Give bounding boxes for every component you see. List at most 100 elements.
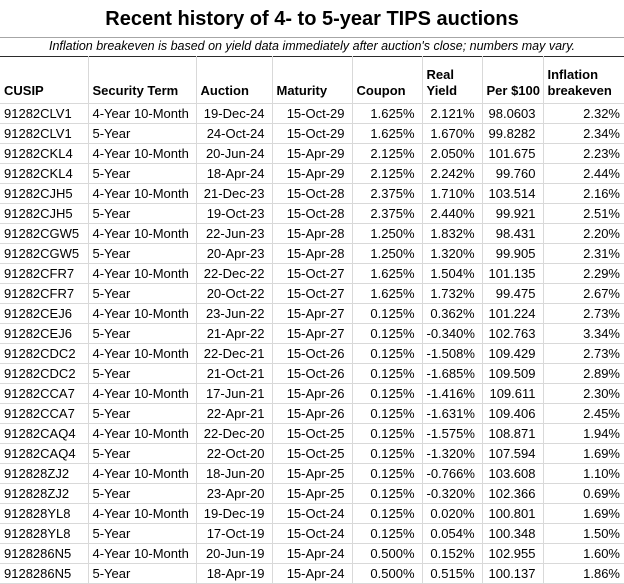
auction-history-table: CUSIP Security Term Auction Maturity Coupon R… — [0, 56, 624, 584]
cell-cusip: 91282CGW5 — [0, 243, 89, 264]
cell-maturity: 15-Apr-25 — [272, 463, 353, 484]
table-row: 912828ZJ2 4-Year 10-Month 18-Jun-20 15-Apr-… — [0, 463, 624, 484]
cell-real-yield: 0.515% — [422, 563, 483, 584]
cell-cusip: 9128286N5 — [0, 563, 89, 584]
cell-auction: 20-Oct-22 — [196, 283, 273, 304]
cell-real-yield: 0.054% — [422, 523, 483, 544]
cell-inflation-breakeven: 3.34% — [543, 323, 624, 344]
cell-security-term: 5-Year — [88, 163, 197, 184]
cell-coupon: 0.125% — [352, 463, 423, 484]
cell-security-term: 5-Year — [88, 403, 197, 424]
cell-cusip: 91282CKL4 — [0, 143, 89, 164]
cell-auction: 22-Jun-23 — [196, 223, 273, 244]
cell-maturity: 15-Oct-29 — [272, 103, 353, 124]
cell-real-yield: 0.152% — [422, 543, 483, 564]
cell-real-yield: 1.504% — [422, 263, 483, 284]
table-header-row: CUSIP Security Term Auction Maturity Coupon R… — [0, 56, 624, 104]
cell-cusip: 91282CCA7 — [0, 383, 89, 404]
cell-coupon: 0.500% — [352, 563, 423, 584]
cell-per-100: 109.611 — [482, 383, 544, 404]
cell-cusip: 91282CFR7 — [0, 263, 89, 284]
cell-security-term: 4-Year 10-Month — [88, 183, 197, 204]
table-row: 91282CDC2 4-Year 10-Month 22-Dec-21 15-Oct-… — [0, 343, 624, 364]
cell-auction: 21-Apr-22 — [196, 323, 273, 344]
cell-per-100: 99.760 — [482, 163, 544, 184]
table-row: 912828YL8 4-Year 10-Month 19-Dec-19 15-Oct-… — [0, 503, 624, 524]
cell-cusip: 91282CAQ4 — [0, 423, 89, 444]
cell-inflation-breakeven: 2.31% — [543, 243, 624, 264]
cell-coupon: 0.125% — [352, 503, 423, 524]
cell-coupon: 0.125% — [352, 323, 423, 344]
cell-maturity: 15-Oct-25 — [272, 443, 353, 464]
cell-auction: 23-Jun-22 — [196, 303, 273, 324]
cell-security-term: 4-Year 10-Month — [88, 223, 197, 244]
table-row: 91282CDC2 5-Year 21-Oct-21 15-Oct-26 0.125% -… — [0, 363, 624, 384]
cell-real-yield: -1.631% — [422, 403, 483, 424]
cell-inflation-breakeven: 2.45% — [543, 403, 624, 424]
table-row: 91282CJH5 4-Year 10-Month 21-Dec-23 15-Oct-… — [0, 183, 624, 204]
table-row: 9128286N5 5-Year 18-Apr-19 15-Apr-24 0.500% 0… — [0, 563, 624, 584]
table-row: 91282CEJ6 5-Year 21-Apr-22 15-Apr-27 0.125% -… — [0, 323, 624, 344]
cell-auction: 17-Oct-19 — [196, 523, 273, 544]
cell-maturity: 15-Apr-24 — [272, 563, 353, 584]
cell-security-term: 5-Year — [88, 563, 197, 584]
table-row: 91282CCA7 4-Year 10-Month 17-Jun-21 15-Apr-… — [0, 383, 624, 404]
cell-per-100: 99.475 — [482, 283, 544, 304]
cell-security-term: 5-Year — [88, 323, 197, 344]
subtitle-note: Inflation breakeven is based on yield da… — [48, 39, 576, 53]
table-row: 91282CKL4 4-Year 10-Month 20-Jun-24 15-Apr-… — [0, 143, 624, 164]
table-row: 91282CEJ6 4-Year 10-Month 23-Jun-22 15-Apr-… — [0, 303, 624, 324]
cell-maturity: 15-Apr-25 — [272, 483, 353, 504]
cell-auction: 18-Apr-19 — [196, 563, 273, 584]
cell-maturity: 15-Oct-26 — [272, 363, 353, 384]
cell-maturity: 15-Apr-29 — [272, 163, 353, 184]
cell-maturity: 15-Oct-27 — [272, 263, 353, 284]
cell-coupon: 2.375% — [352, 203, 423, 224]
cell-coupon: 1.625% — [352, 263, 423, 284]
cell-auction: 21-Oct-21 — [196, 363, 273, 384]
cell-inflation-breakeven: 2.89% — [543, 363, 624, 384]
cell-coupon: 0.125% — [352, 383, 423, 404]
cell-inflation-breakeven: 1.86% — [543, 563, 624, 584]
cell-security-term: 4-Year 10-Month — [88, 103, 197, 124]
cell-real-yield: -1.508% — [422, 343, 483, 364]
cell-real-yield: 1.320% — [422, 243, 483, 264]
cell-auction: 22-Dec-21 — [196, 343, 273, 364]
cell-real-yield: 2.050% — [422, 143, 483, 164]
cell-per-100: 99.921 — [482, 203, 544, 224]
cell-real-yield: -1.685% — [422, 363, 483, 384]
cell-per-100: 101.224 — [482, 303, 544, 324]
cell-real-yield: -1.416% — [422, 383, 483, 404]
table-row: 91282CLV1 4-Year 10-Month 19-Dec-24 15-Oct-… — [0, 103, 624, 124]
column-header-cusip: CUSIP — [0, 56, 89, 104]
table-row: 91282CGW5 5-Year 20-Apr-23 15-Apr-28 1.250% 1… — [0, 243, 624, 264]
cell-coupon: 0.125% — [352, 483, 423, 504]
cell-maturity: 15-Apr-27 — [272, 303, 353, 324]
cell-security-term: 4-Year 10-Month — [88, 143, 197, 164]
cell-cusip: 912828ZJ2 — [0, 483, 89, 504]
cell-auction: 18-Jun-20 — [196, 463, 273, 484]
cell-security-term: 4-Year 10-Month — [88, 383, 197, 404]
table-row: 912828YL8 5-Year 17-Oct-19 15-Oct-24 0.125% 0… — [0, 523, 624, 544]
cell-coupon: 0.125% — [352, 443, 423, 464]
cell-cusip: 91282CEJ6 — [0, 323, 89, 344]
column-header-per-100: Per $100 — [482, 56, 544, 104]
cell-maturity: 15-Oct-28 — [272, 183, 353, 204]
cell-per-100: 109.429 — [482, 343, 544, 364]
cell-security-term: 5-Year — [88, 203, 197, 224]
cell-security-term: 5-Year — [88, 283, 197, 304]
table-row: 91282CGW5 4-Year 10-Month 22-Jun-23 15-Apr-… — [0, 223, 624, 244]
cell-inflation-breakeven: 2.30% — [543, 383, 624, 404]
column-header-security-term: Security Term — [88, 56, 197, 104]
table-row: 91282CAQ4 4-Year 10-Month 22-Dec-20 15-Oct-… — [0, 423, 624, 444]
cell-auction: 22-Dec-22 — [196, 263, 273, 284]
cell-inflation-breakeven: 2.20% — [543, 223, 624, 244]
cell-inflation-breakeven: 0.69% — [543, 483, 624, 504]
cell-inflation-breakeven: 2.73% — [543, 303, 624, 324]
cell-maturity: 15-Apr-28 — [272, 243, 353, 264]
table-row: 91282CFR7 4-Year 10-Month 22-Dec-22 15-Oct-… — [0, 263, 624, 284]
cell-maturity: 15-Apr-27 — [272, 323, 353, 344]
cell-inflation-breakeven: 1.50% — [543, 523, 624, 544]
cell-security-term: 5-Year — [88, 443, 197, 464]
